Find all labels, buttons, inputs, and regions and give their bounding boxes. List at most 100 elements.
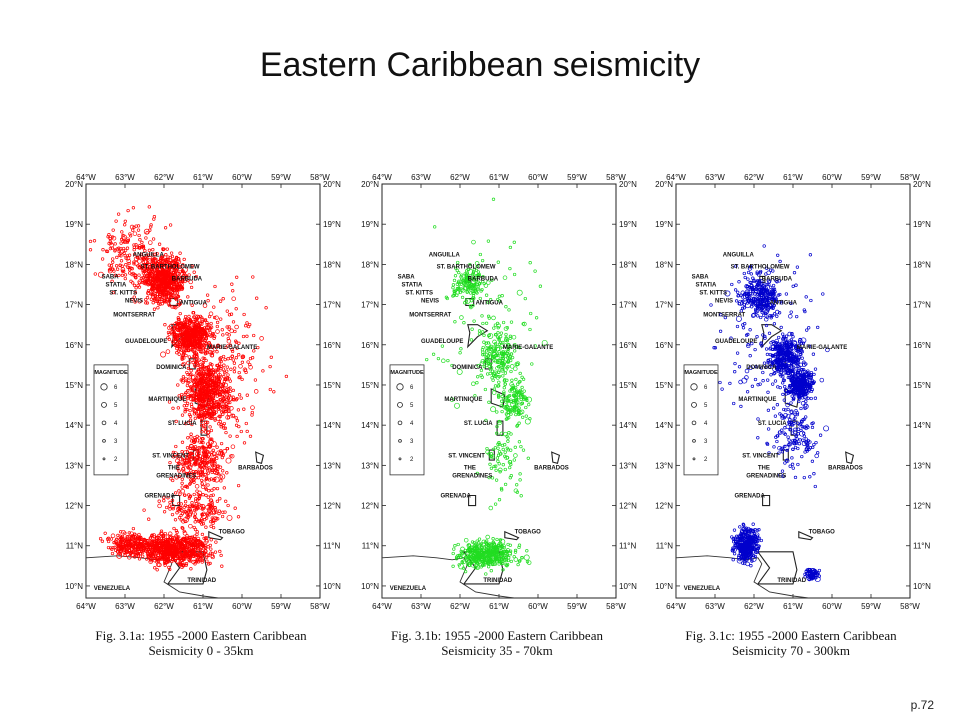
earthquake-marker <box>224 405 230 410</box>
earthquake-marker <box>751 290 755 294</box>
earthquake-marker <box>119 249 124 255</box>
earthquake-marker <box>473 286 477 291</box>
earthquake-marker <box>497 541 503 547</box>
earthquake-marker <box>508 393 512 398</box>
earthquake-marker <box>125 246 130 250</box>
earthquake-marker <box>173 322 178 327</box>
legend-box <box>389 364 425 476</box>
earthquake-marker <box>135 536 140 540</box>
earthquake-marker <box>513 550 518 554</box>
earthquake-marker <box>184 325 188 329</box>
earthquake-marker <box>142 542 147 546</box>
earthquake-marker <box>188 523 193 529</box>
earthquake-marker <box>181 353 185 357</box>
earthquake-marker <box>148 228 152 232</box>
earthquake-marker <box>259 336 264 341</box>
earthquake-marker <box>166 559 170 564</box>
island-outline <box>188 358 196 370</box>
earthquake-marker <box>198 377 203 382</box>
earthquake-marker <box>132 283 137 288</box>
earthquake-marker <box>188 408 192 413</box>
earthquake-marker <box>222 363 226 367</box>
lon-tick-label-bottom: 59°W <box>567 602 587 611</box>
earthquake-marker <box>193 512 197 516</box>
earthquake-marker <box>740 306 745 310</box>
earthquake-marker <box>200 560 204 564</box>
earthquake-marker <box>220 328 224 332</box>
earthquake-marker <box>253 378 258 382</box>
earthquake-marker <box>186 295 190 299</box>
earthquake-marker <box>115 267 120 271</box>
lat-tick-label-right: 14°N <box>913 421 931 430</box>
earthquake-marker <box>166 496 170 500</box>
earthquake-marker <box>231 320 236 324</box>
earthquake-marker <box>495 552 501 558</box>
earthquake-marker <box>494 374 498 378</box>
earthquake-marker <box>165 247 169 251</box>
earthquake-marker <box>511 334 517 340</box>
earthquake-marker <box>193 534 197 538</box>
earthquake-marker <box>478 252 483 257</box>
earthquake-marker <box>117 253 122 257</box>
earthquake-marker <box>213 550 218 554</box>
caption-line-1: Fig. 3.1b: 1955 -2000 Eastern Caribbean <box>391 628 603 643</box>
earthquake-marker <box>191 374 198 381</box>
island-outline <box>172 494 181 507</box>
earthquake-marker <box>226 344 230 348</box>
earthquake-marker <box>498 467 503 473</box>
earthquake-marker <box>216 367 221 371</box>
earthquake-marker <box>173 296 178 301</box>
earthquake-marker <box>207 314 212 319</box>
earthquake-marker <box>215 499 220 503</box>
earthquake-marker <box>112 540 116 545</box>
earthquake-marker <box>132 262 136 266</box>
earthquake-marker <box>185 473 191 479</box>
earthquake-marker <box>773 295 777 299</box>
earthquake-marker <box>232 370 237 374</box>
earthquake-marker <box>206 483 210 487</box>
earthquake-marker <box>193 345 198 350</box>
earthquake-marker <box>141 269 145 273</box>
seismicity-map-panel-a: 64°W 64°W 63°W 63°W 62°W 62°W 61°W 61°W 60°W 60°W… <box>58 160 344 666</box>
earthquake-marker <box>487 333 491 338</box>
earthquake-marker <box>219 364 223 369</box>
earthquake-marker <box>210 363 214 367</box>
earthquake-marker <box>167 504 172 508</box>
earthquake-marker <box>159 256 163 261</box>
earthquake-marker <box>202 303 208 308</box>
earthquake-marker <box>187 378 191 382</box>
earthquake-marker <box>200 316 204 320</box>
earthquake-marker <box>749 280 753 285</box>
earthquake-marker <box>505 564 509 568</box>
earthquake-marker <box>232 398 236 402</box>
earthquake-marker <box>180 467 186 472</box>
earthquake-marker <box>772 303 776 308</box>
earthquake-marker <box>176 383 180 387</box>
earthquake-marker <box>492 357 497 363</box>
earthquake-marker <box>457 563 461 567</box>
earthquake-marker <box>735 315 742 322</box>
earthquake-marker <box>491 197 496 201</box>
earthquake-marker <box>131 206 136 210</box>
earthquake-marker <box>186 466 191 470</box>
earthquake-marker <box>469 305 473 310</box>
earthquake-marker <box>193 457 197 461</box>
earthquake-marker <box>767 280 771 284</box>
place-label: BARBADOS <box>534 465 569 471</box>
earthquake-marker <box>498 560 502 564</box>
earthquake-marker <box>528 327 532 332</box>
earthquake-marker <box>149 223 153 227</box>
earthquake-marker <box>465 271 469 275</box>
earthquake-marker <box>488 551 493 556</box>
earthquake-marker <box>108 235 113 240</box>
earthquake-marker <box>136 224 141 228</box>
earthquake-marker <box>478 563 483 567</box>
place-label: ST. BARTHOLOMEW <box>437 264 496 270</box>
earthquake-marker <box>155 262 159 266</box>
earthquake-marker <box>508 476 512 480</box>
earthquake-marker <box>195 336 199 340</box>
earthquake-marker <box>199 336 204 340</box>
earthquake-marker <box>203 472 207 477</box>
earthquake-marker <box>527 402 531 407</box>
earthquake-marker <box>469 561 474 565</box>
